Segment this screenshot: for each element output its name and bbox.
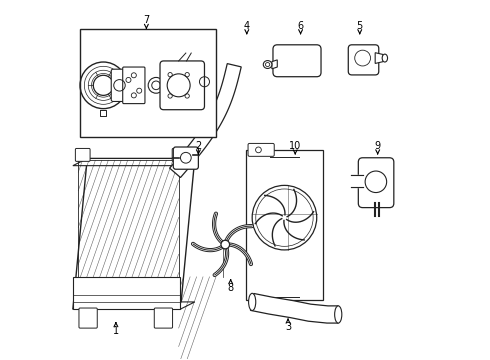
Bar (80, 30, 216, 137)
Polygon shape (250, 293, 338, 323)
Text: 10: 10 (289, 141, 301, 154)
FancyBboxPatch shape (273, 45, 321, 77)
Polygon shape (73, 302, 195, 309)
Polygon shape (272, 60, 277, 69)
Polygon shape (375, 53, 383, 63)
Ellipse shape (382, 54, 388, 62)
FancyBboxPatch shape (248, 143, 274, 156)
FancyBboxPatch shape (154, 308, 172, 328)
FancyBboxPatch shape (173, 147, 198, 169)
Polygon shape (170, 64, 241, 177)
Bar (78, 160, 179, 277)
Text: 5: 5 (357, 21, 363, 34)
Text: 8: 8 (227, 279, 234, 293)
Text: 4: 4 (244, 21, 250, 34)
Circle shape (221, 240, 230, 249)
FancyBboxPatch shape (79, 308, 97, 328)
Text: 1: 1 (113, 323, 119, 336)
FancyBboxPatch shape (160, 61, 204, 110)
FancyBboxPatch shape (348, 45, 379, 75)
Bar (246, 149, 323, 300)
Ellipse shape (335, 306, 342, 323)
Text: 9: 9 (375, 141, 381, 154)
Ellipse shape (263, 60, 272, 68)
FancyBboxPatch shape (111, 69, 128, 102)
FancyBboxPatch shape (75, 148, 90, 161)
Polygon shape (73, 158, 195, 309)
Text: 2: 2 (195, 141, 201, 154)
Polygon shape (73, 158, 195, 166)
Text: 6: 6 (297, 21, 304, 34)
FancyBboxPatch shape (358, 158, 394, 208)
Text: 3: 3 (285, 319, 291, 332)
Ellipse shape (248, 293, 256, 311)
FancyBboxPatch shape (122, 67, 145, 104)
Text: 7: 7 (143, 15, 149, 28)
Ellipse shape (266, 63, 270, 67)
FancyBboxPatch shape (172, 148, 187, 161)
Bar (73, 277, 180, 309)
